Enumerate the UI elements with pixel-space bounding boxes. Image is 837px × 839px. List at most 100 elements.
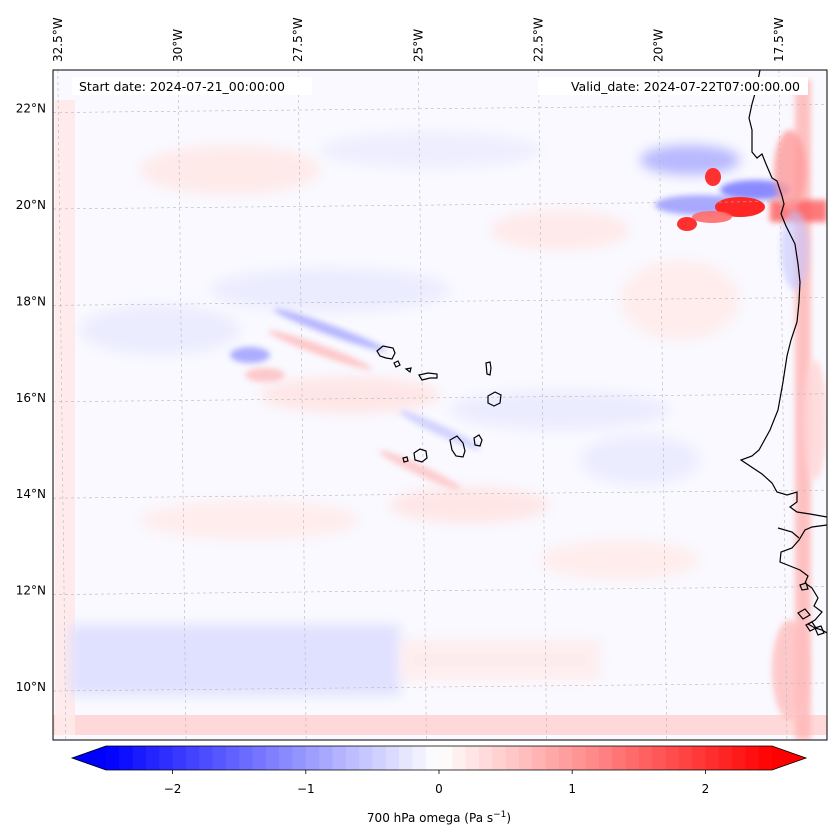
colorbar-cell (452, 746, 467, 770)
colorbar-cell (399, 746, 413, 770)
meridian-gridline (177, 70, 187, 740)
latitude-label: 20°N (16, 198, 46, 212)
longitude-label: 27.5°W (291, 17, 305, 62)
santo-antao-island (376, 345, 396, 360)
field-patch (210, 268, 450, 312)
field-patch (620, 260, 740, 340)
longitude-label: 25°W (411, 29, 425, 62)
colorbar-cell (332, 746, 347, 770)
colorbar-cell (252, 746, 267, 770)
field-patch (140, 145, 320, 195)
valid-date-label: Valid_date: 2024-07-22T07:00:00.00 (571, 79, 800, 94)
colorbar-tick-label: −1 (297, 782, 315, 796)
colorbar-cell (106, 746, 120, 770)
valid-date-box (538, 77, 808, 95)
longitude-label: 32.5°W (51, 17, 65, 62)
meridian-gridline (658, 70, 668, 740)
longitude-label: 20°W (652, 29, 666, 62)
gridlines (53, 70, 827, 740)
wave-band (268, 330, 372, 370)
colorbar-tick-label: 0 (435, 782, 443, 796)
colorbar-cell (625, 746, 640, 770)
latitude-labels: 22°N 20°N 18°N 16°N 14°N 12°N 10°N (16, 102, 46, 694)
meridian-gridline (57, 70, 67, 740)
fogo-island (413, 448, 428, 463)
colorbar-cell (292, 746, 307, 770)
wave-band (273, 308, 387, 352)
colorbar-cell (705, 746, 720, 770)
meridian-gridline (538, 70, 547, 740)
colorbar-cell (572, 746, 587, 770)
colorbar-tick-label: 1 (568, 782, 576, 796)
boa-vista-island (487, 391, 502, 407)
colorbar-cell (412, 746, 427, 770)
strong-descent (677, 217, 697, 231)
colorbar-cell (425, 746, 440, 770)
map-frame (52, 69, 828, 741)
colorbar: −2 −1 0 1 2 700 hPa omega (Pa s−1) (70, 745, 808, 825)
colorbar-cell (638, 746, 653, 770)
start-date-box (72, 77, 312, 95)
southeast-patch (772, 620, 808, 720)
strong-descent (705, 168, 721, 186)
small-coast-island (799, 582, 809, 591)
field-patch (390, 487, 550, 523)
colorbar-cell (145, 746, 160, 770)
colorbar-label: 700 hPa omega (Pa s−1) (367, 810, 511, 825)
colorbar-extend-min (72, 746, 106, 770)
colorbar-cell (558, 746, 573, 770)
maio-island (473, 434, 483, 447)
field-patch (320, 132, 540, 168)
start-date-label: Start date: 2024-07-21_00:00:00 (79, 79, 285, 94)
colorbar-cell (172, 746, 187, 770)
colorbar-cell (239, 746, 254, 770)
boundary-band-south (70, 625, 400, 695)
colorbar-cell (345, 746, 360, 770)
wave-band (230, 347, 270, 363)
colorbar-cell (478, 746, 493, 770)
santiago-island (449, 435, 466, 458)
colorbar-cells (106, 746, 773, 770)
colorbar-cell (212, 746, 227, 770)
sal-island (485, 361, 492, 376)
colorbar-cell (265, 746, 280, 770)
longitude-label: 30°W (171, 29, 185, 62)
colorbar-cell (532, 746, 547, 770)
colorbar-cell (545, 746, 560, 770)
field-patch (580, 435, 700, 485)
brava-island (402, 456, 409, 463)
africa-inlet (777, 527, 800, 539)
meridian-gridline (778, 70, 788, 740)
southeast-patch (803, 360, 827, 480)
colorbar-cell (359, 746, 373, 770)
colorbar-cell (692, 746, 706, 770)
colorbar-cell (225, 746, 240, 770)
colorbar-cell (159, 746, 174, 770)
colorbar-cell (199, 746, 214, 770)
colorbar-cell (385, 746, 400, 770)
meridian-gridline (297, 70, 307, 740)
colorbar-cell (732, 746, 746, 770)
meridian-gridline (418, 70, 427, 740)
boundary-cross-lobe (774, 130, 806, 210)
field-patch (490, 210, 630, 250)
colorbar-cell (492, 746, 507, 770)
africa-coastline (739, 70, 827, 518)
colorbar-cell (518, 746, 533, 770)
latitude-label: 22°N (16, 102, 46, 116)
field-patch (540, 540, 700, 580)
colorbar-cell (119, 746, 134, 770)
colorbar-cell (678, 746, 693, 770)
field-patch (80, 305, 240, 355)
colorbar-cell (665, 746, 680, 770)
boundary-cross-lobe (781, 210, 809, 290)
colorbar-cell (372, 746, 387, 770)
boundary-band-south-east (400, 640, 600, 680)
strong-descent (692, 211, 732, 223)
colorbar-cell (305, 746, 320, 770)
field-patch (260, 377, 440, 413)
field-patch (140, 500, 360, 540)
boundary-strip-bottom (53, 715, 827, 735)
